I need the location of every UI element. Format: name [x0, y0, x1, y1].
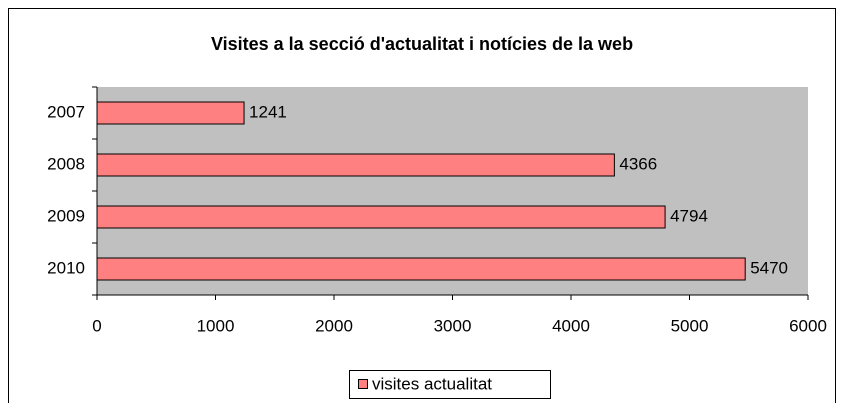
chart-title: Visites a la secció d'actualitat i notíc… — [211, 34, 633, 54]
y-tick-label: 2007 — [47, 102, 85, 121]
data-label: 5470 — [750, 258, 788, 277]
x-tick-label: 6000 — [789, 316, 827, 335]
bar — [96, 101, 245, 125]
data-label: 4794 — [670, 206, 708, 225]
x-tick-label: 2000 — [315, 316, 353, 335]
y-tick-label: 2010 — [47, 258, 85, 277]
x-tick-label: 3000 — [434, 316, 472, 335]
bar — [96, 205, 666, 229]
data-label: 1241 — [249, 102, 287, 121]
legend-swatch — [358, 379, 368, 389]
bar — [96, 257, 746, 281]
legend-box — [349, 370, 551, 399]
x-tick-label: 0 — [92, 316, 101, 335]
bar — [96, 153, 615, 177]
x-tick-label: 5000 — [671, 316, 709, 335]
y-tick-label: 2008 — [47, 154, 85, 173]
x-tick-label: 1000 — [197, 316, 235, 335]
data-label: 4366 — [619, 154, 657, 173]
legend-label: visites actualitat — [372, 374, 492, 393]
x-tick-label: 4000 — [552, 316, 590, 335]
y-tick-label: 2009 — [47, 206, 85, 225]
